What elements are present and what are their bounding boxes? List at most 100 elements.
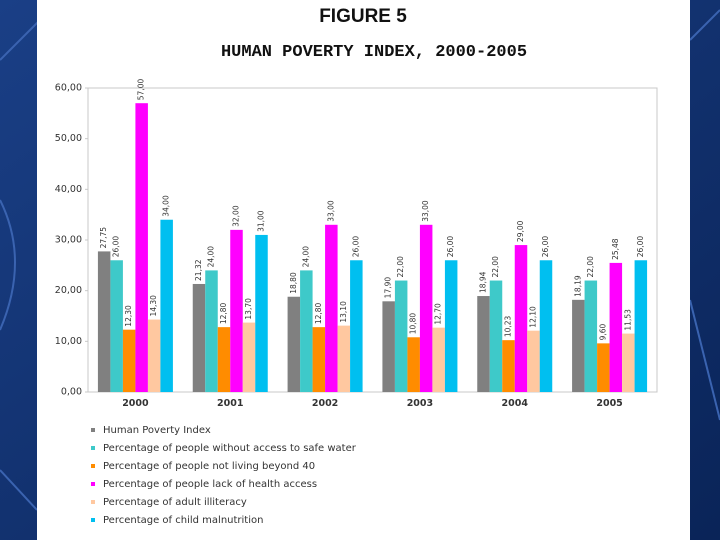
value-label: 26,00 bbox=[541, 236, 550, 258]
value-label: 26,00 bbox=[351, 236, 360, 258]
y-tick-label: 50,00 bbox=[55, 133, 82, 144]
value-label: 12,80 bbox=[314, 302, 323, 324]
bar bbox=[489, 280, 503, 392]
bar bbox=[609, 262, 623, 392]
bar bbox=[217, 327, 231, 392]
bar bbox=[205, 270, 218, 392]
value-label: 26,00 bbox=[636, 236, 645, 258]
x-tick-label: 2001 bbox=[217, 398, 243, 409]
legend-label: Percentage of child malnutrition bbox=[103, 515, 263, 526]
legend-marker bbox=[91, 482, 95, 486]
legend-label: Percentage of people lack of health acce… bbox=[103, 479, 317, 490]
value-label: 21,32 bbox=[194, 259, 203, 281]
bar bbox=[514, 245, 528, 392]
bar bbox=[230, 229, 243, 392]
bar bbox=[147, 319, 161, 392]
legend-marker bbox=[91, 446, 95, 450]
bar bbox=[597, 343, 610, 392]
chart-title: FIGURE 5 bbox=[319, 6, 407, 27]
value-label: 22,00 bbox=[491, 256, 500, 278]
x-tick-label: 2000 bbox=[122, 398, 149, 409]
bar bbox=[110, 260, 123, 392]
value-label: 29,00 bbox=[516, 220, 525, 242]
legend-label: Human Poverty Index bbox=[103, 425, 211, 436]
bar bbox=[192, 283, 206, 392]
value-label: 10,80 bbox=[409, 313, 418, 335]
value-label: 18,19 bbox=[573, 275, 582, 297]
value-label: 24,00 bbox=[301, 246, 310, 268]
value-label: 27,75 bbox=[99, 227, 108, 249]
legend-marker bbox=[91, 500, 95, 504]
y-tick-label: 10,00 bbox=[55, 336, 82, 347]
value-label: 18,80 bbox=[289, 272, 298, 294]
value-label: 12,30 bbox=[124, 305, 133, 327]
bar bbox=[527, 330, 540, 392]
bar bbox=[160, 219, 173, 392]
value-label: 57,00 bbox=[137, 79, 146, 101]
bar bbox=[477, 296, 490, 392]
bar bbox=[135, 103, 148, 392]
value-label: 11,53 bbox=[623, 309, 632, 331]
y-tick-label: 20,00 bbox=[55, 285, 82, 296]
legend-label: Percentage of people not living beyond 4… bbox=[103, 461, 315, 472]
legend-marker bbox=[91, 428, 95, 432]
chart-subtitle: HUMAN POVERTY INDEX, 2000-2005 bbox=[221, 43, 527, 62]
bar bbox=[97, 251, 111, 392]
value-label: 17,90 bbox=[384, 277, 393, 299]
bar bbox=[432, 327, 445, 392]
value-label: 33,00 bbox=[421, 200, 430, 222]
decoration bbox=[0, 9, 720, 511]
value-label: 12,80 bbox=[219, 302, 228, 324]
value-label: 9,60 bbox=[598, 323, 607, 340]
value-label: 10,23 bbox=[504, 315, 513, 337]
legend-marker bbox=[91, 518, 95, 522]
bar bbox=[350, 260, 363, 392]
x-tick-label: 2004 bbox=[502, 398, 529, 409]
bar bbox=[407, 337, 420, 392]
value-label: 22,00 bbox=[586, 256, 595, 278]
bar bbox=[382, 301, 395, 392]
bar bbox=[539, 260, 553, 392]
bar bbox=[122, 329, 136, 392]
bar bbox=[572, 299, 585, 392]
value-label: 18,94 bbox=[479, 271, 488, 293]
value-label: 12,70 bbox=[434, 303, 443, 325]
bar bbox=[444, 260, 458, 392]
bar bbox=[584, 280, 598, 392]
legend-label: Percentage of people without access to s… bbox=[103, 443, 357, 454]
value-label: 25,48 bbox=[611, 238, 620, 260]
value-label: 22,00 bbox=[396, 256, 405, 278]
bar bbox=[337, 325, 351, 392]
y-tick-label: 40,00 bbox=[55, 184, 82, 195]
x-tick-label: 2005 bbox=[596, 398, 622, 409]
value-label: 33,00 bbox=[326, 200, 335, 222]
y-tick-label: 60,00 bbox=[55, 83, 82, 94]
value-label: 26,00 bbox=[446, 236, 455, 258]
bar bbox=[419, 224, 433, 392]
value-label: 14,30 bbox=[149, 295, 158, 317]
bar bbox=[242, 322, 256, 392]
x-tick-label: 2003 bbox=[407, 398, 433, 409]
bar bbox=[634, 260, 648, 392]
bar bbox=[255, 234, 268, 392]
value-label: 12,10 bbox=[529, 306, 538, 328]
bar bbox=[287, 296, 301, 392]
legend-label: Percentage of adult illiteracy bbox=[103, 497, 247, 508]
bar bbox=[325, 224, 338, 392]
y-tick-label: 0,00 bbox=[61, 387, 82, 398]
value-label: 31,00 bbox=[257, 210, 266, 232]
value-label: 13,70 bbox=[244, 298, 253, 320]
x-tick-label: 2002 bbox=[312, 398, 338, 409]
legend-marker bbox=[91, 464, 95, 468]
value-label: 24,00 bbox=[207, 246, 216, 268]
value-label: 32,00 bbox=[232, 205, 241, 227]
bar bbox=[622, 333, 635, 392]
value-label: 26,00 bbox=[112, 236, 121, 258]
bar bbox=[312, 327, 326, 392]
value-label: 13,10 bbox=[339, 301, 348, 323]
bar bbox=[300, 270, 313, 392]
bar bbox=[502, 340, 515, 392]
y-tick-label: 30,00 bbox=[55, 235, 82, 246]
value-label: 34,00 bbox=[162, 195, 171, 217]
